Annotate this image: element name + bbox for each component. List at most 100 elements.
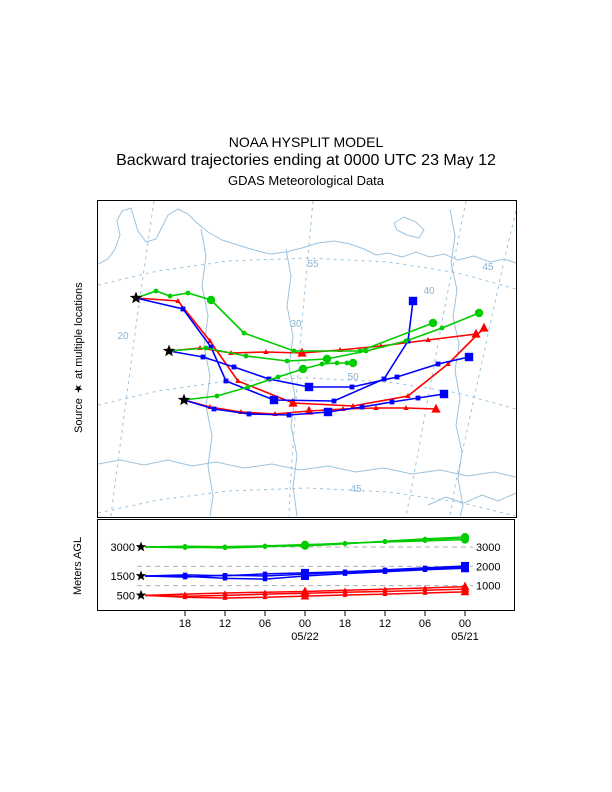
trajectory-marker: [180, 306, 186, 312]
trajectory-marker: [297, 347, 307, 357]
trajectory-marker: [479, 322, 489, 332]
trajectory-marker: [342, 592, 348, 597]
time-tick-label: 06: [419, 618, 431, 630]
trajectory-marker: [301, 572, 309, 580]
trajectory-marker: [461, 535, 469, 544]
trajectory-marker: [304, 405, 314, 415]
trajectory-marker: [167, 293, 173, 299]
trajectory-marker: [464, 352, 474, 362]
trajectory-marker: [435, 361, 441, 367]
trajectory-marker: [403, 405, 409, 411]
trajectory-marker: [286, 412, 292, 418]
trajectory-marker: [323, 407, 333, 417]
trajectory-marker: [245, 384, 251, 390]
trajectory-path: [168, 350, 470, 388]
trajectory-marker: [182, 594, 188, 600]
graticule-label: 20: [117, 331, 129, 342]
trajectory-marker: [422, 587, 428, 593]
height-axis-label-left: 500: [117, 590, 135, 602]
time-tick-label: 18: [339, 618, 351, 630]
trajectory-marker: [342, 540, 348, 546]
trajectory-marker: [203, 345, 209, 351]
trajectory-marker: [425, 337, 431, 343]
graticule-label: 30: [290, 319, 302, 330]
trajectory-marker: [153, 288, 159, 294]
trajectory-marker: [214, 393, 220, 399]
height-axis-label-left: 3000: [111, 542, 135, 554]
trajectory-marker: [300, 591, 310, 600]
trajectory-marker: [431, 403, 441, 413]
trajectory-marker: [269, 395, 279, 405]
time-tick-label: 06: [259, 618, 271, 630]
trajectory-marker: [301, 541, 309, 550]
trajectory-marker: [460, 586, 470, 596]
trajectory-marker: [382, 588, 388, 594]
trajectories: [135, 288, 489, 418]
trajectory-marker: [415, 395, 421, 401]
trajectory-marker: [185, 290, 191, 296]
time-tick-label: 12: [219, 618, 231, 630]
trajectory-marker: [334, 360, 340, 366]
trajectory-marker: [243, 353, 249, 359]
trajectory-marker: [348, 358, 358, 368]
met-data-subtitle: GDAS Meteorological Data: [227, 173, 385, 188]
height-axis-label-right: 2000: [476, 561, 500, 573]
trajectory-marker: [461, 564, 469, 573]
profile-source-stars: [135, 541, 147, 600]
profile-frame: [97, 519, 515, 611]
trajectory-path: [135, 290, 434, 352]
trajectory-marker: [262, 544, 268, 550]
height-axis-label-right: 3000: [476, 542, 500, 554]
trajectory-marker: [389, 399, 395, 405]
trajectory-marker: [394, 374, 400, 380]
time-tick-label: 00: [299, 618, 311, 630]
trajectory-marker: [222, 573, 228, 578]
trajectory-marker: [445, 361, 451, 367]
trajectory-marker: [222, 595, 228, 600]
height-axis-label-right: 1000: [476, 581, 500, 593]
trajectory-marker: [223, 378, 229, 384]
trajectory-marker: [363, 348, 369, 354]
source-stars: [129, 291, 191, 406]
trajectory-marker: [439, 325, 445, 331]
trajectory-marker: [382, 586, 388, 592]
height-axis-label-left: 1500: [111, 571, 135, 583]
trajectory-marker: [422, 567, 428, 573]
trajectory-marker: [208, 344, 214, 350]
time-tick-label: 18: [179, 618, 191, 630]
trajectory-marker: [344, 360, 350, 366]
graticule-label: 50: [347, 372, 359, 383]
graticule-label: 45: [482, 262, 494, 273]
trajectory-marker: [262, 591, 268, 597]
time-tick-label: 12: [379, 618, 391, 630]
trajectory-marker: [403, 338, 409, 344]
trajectory-marker: [235, 378, 241, 384]
trajectory-marker: [207, 338, 213, 344]
source-star: [135, 589, 147, 600]
graticule-label: 40: [423, 286, 435, 297]
trajectory-marker: [200, 354, 206, 360]
trajectory-marker: [319, 361, 325, 367]
trajectory-marker: [408, 296, 418, 306]
trajectory-marker: [231, 364, 237, 370]
trajectory-marker: [422, 590, 428, 595]
trajectory-map-svg: 55 45 20 30 40 50 45: [97, 200, 517, 518]
trajectory-marker: [382, 539, 388, 545]
trajectory-marker: [263, 349, 269, 355]
trajectory-marker: [471, 328, 481, 338]
trajectory-marker: [206, 295, 216, 305]
trajectory-marker: [222, 576, 228, 581]
trajectory-marker: [291, 348, 297, 354]
plot-title: Backward trajectories ending at 0000 UTC…: [116, 152, 496, 169]
model-title: NOAA HYSPLIT MODEL: [228, 134, 384, 150]
source-axis-label: Source ★ at multiple locations: [73, 282, 85, 434]
source-star: [177, 393, 191, 406]
profile-series: [144, 532, 470, 600]
title-block: NOAA HYSPLIT MODEL Backward trajectories…: [0, 134, 612, 188]
source-star: [162, 344, 176, 357]
time-tick-label: 00: [459, 618, 471, 630]
trajectory-marker: [428, 318, 438, 328]
